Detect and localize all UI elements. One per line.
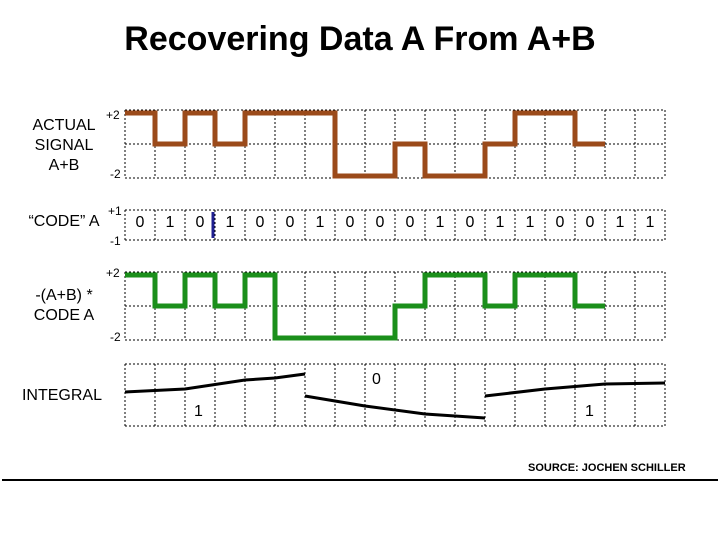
- product-top-tick: +2: [106, 266, 120, 280]
- code-digit: 0: [345, 214, 355, 231]
- code-bottom-tick: -1: [110, 234, 121, 248]
- actual-label-line: SIGNAL: [34, 137, 94, 154]
- actual-top-tick: +2: [106, 108, 120, 122]
- code-top-tick: +1: [108, 204, 122, 218]
- code-digit: 0: [135, 214, 145, 231]
- product-label-line: -(A+B) *: [35, 287, 93, 304]
- page-title: Recovering Data A From A+B: [124, 20, 596, 58]
- code-digit: 0: [405, 214, 415, 231]
- integral-curve: [124, 372, 306, 394]
- actual-signal-label: ACTUAL SIGNAL A+B: [28, 116, 100, 176]
- integral-grid: [124, 363, 666, 427]
- integral-curve: [484, 381, 666, 398]
- code-digit: 1: [645, 214, 655, 231]
- code-digit: 1: [165, 214, 175, 231]
- code-digit: 0: [375, 214, 385, 231]
- code-digit: 1: [225, 214, 235, 231]
- code-digit: 0: [585, 214, 595, 231]
- product-signal-wave: [125, 272, 605, 341]
- integral-label: INTEGRAL: [21, 387, 102, 404]
- product-label: -(A+B) * CODE A: [26, 286, 102, 326]
- code-digit: 0: [255, 214, 265, 231]
- code-grid: [124, 209, 666, 241]
- integral-curve: [304, 394, 486, 420]
- actual-signal-wave: [125, 110, 605, 179]
- product-bottom-tick: -2: [110, 330, 121, 344]
- actual-label-line: A+B: [48, 157, 80, 174]
- code-digit: 1: [435, 214, 445, 231]
- code-digit: 0: [285, 214, 295, 231]
- code-digit: 1: [495, 214, 505, 231]
- actual-bottom-tick: -2: [110, 167, 121, 181]
- waveforms: [125, 110, 605, 341]
- integral-curves: [124, 372, 666, 420]
- code-digit: 1: [615, 214, 625, 231]
- integral-bit-3: 1: [585, 403, 594, 420]
- integral-bit-1: 1: [194, 403, 203, 420]
- integral-bit-2: 0: [372, 371, 381, 388]
- code-digit: 0: [555, 214, 565, 231]
- product-label-line: CODE A: [33, 307, 95, 324]
- actual-label-line: ACTUAL: [32, 117, 96, 134]
- code-digit: 1: [315, 214, 325, 231]
- code-label: “CODE” A: [28, 213, 100, 230]
- source-note: SOURCE: JOCHEN SCHILLER: [528, 462, 686, 474]
- code-digit: 1: [525, 214, 535, 231]
- code-digit: 0: [465, 214, 475, 231]
- code-digit: 0: [195, 214, 205, 231]
